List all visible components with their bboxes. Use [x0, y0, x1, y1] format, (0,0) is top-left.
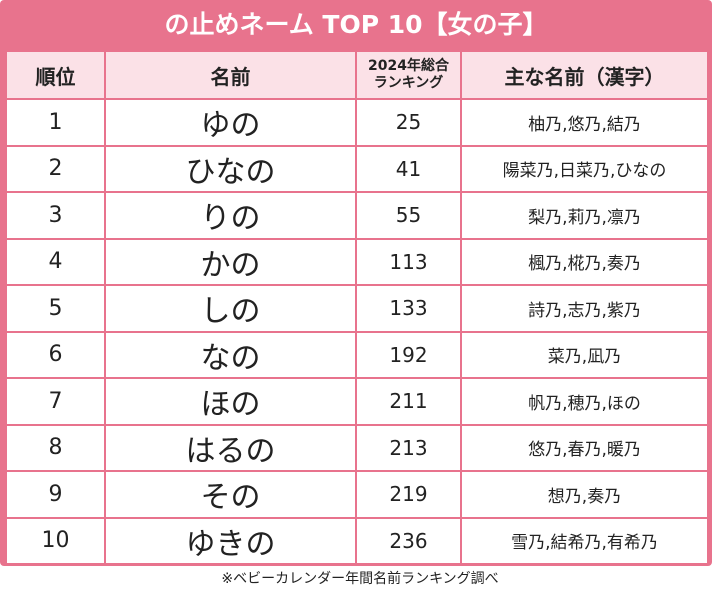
row: 4 かの 113 楓乃,椛乃,奏乃	[5, 237, 709, 286]
kanji-cell: 想乃,奏乃	[460, 470, 709, 519]
row: 6 なの 192 菜乃,凪乃	[5, 330, 709, 379]
rank-cell: 3	[5, 191, 106, 240]
rank-cell: 7	[5, 377, 106, 426]
header-cell: 2024年総合 ランキング	[355, 50, 462, 100]
ranking-table: 順位 名前 2024年総合 ランキング 主な名前（漢字） 1 ゆの 25 柚乃,悠乃,結乃 2…	[5, 50, 709, 565]
rank-cell: 5	[5, 284, 106, 333]
name-cell: ゆきの	[104, 516, 357, 565]
num-cell: 113	[355, 237, 462, 286]
row: 1 ゆの 25 柚乃,悠乃,結乃	[5, 98, 709, 147]
header-cell: 主な名前（漢字）	[460, 50, 709, 100]
kanji-cell: 陽菜乃,日菜乃,ひなの	[460, 144, 709, 193]
num-cell: 41	[355, 144, 462, 193]
name-cell: りの	[104, 191, 357, 240]
rank-cell: 1	[5, 98, 106, 147]
num-cell: 219	[355, 470, 462, 519]
name-cell: ひなの	[104, 144, 357, 193]
row: 5 しの 133 詩乃,志乃,紫乃	[5, 284, 709, 333]
row: 10 ゆきの 236 雪乃,結希乃,有希乃	[5, 516, 709, 565]
footnote: ※ベビーカレンダー年間名前ランキング調べ	[221, 571, 499, 587]
num-cell: 213	[355, 423, 462, 472]
num-cell: 236	[355, 516, 462, 565]
row: 2 ひなの 41 陽菜乃,日菜乃,ひなの	[5, 144, 709, 193]
kanji-cell: 菜乃,凪乃	[460, 330, 709, 379]
kanji-cell: 詩乃,志乃,紫乃	[460, 284, 709, 333]
rank-cell: 2	[5, 144, 106, 193]
rank-cell: 10	[5, 516, 106, 565]
name-cell: なの	[104, 330, 357, 379]
row: 7 ほの 211 帆乃,穂乃,ほの	[5, 377, 709, 426]
header-row: 順位 名前 2024年総合 ランキング 主な名前（漢字）	[5, 50, 709, 100]
rank-cell: 6	[5, 330, 106, 379]
header-cell: 名前	[104, 50, 357, 100]
kanji-cell: 柚乃,悠乃,結乃	[460, 98, 709, 147]
num-cell: 211	[355, 377, 462, 426]
row: 9 その 219 想乃,奏乃	[5, 470, 709, 519]
kanji-cell: 梨乃,莉乃,凛乃	[460, 191, 709, 240]
name-cell: かの	[104, 237, 357, 286]
name-cell: その	[104, 470, 357, 519]
num-cell: 25	[355, 98, 462, 147]
num-cell: 133	[355, 284, 462, 333]
name-cell: ほの	[104, 377, 357, 426]
num-cell: 192	[355, 330, 462, 379]
kanji-cell: 悠乃,春乃,暖乃	[460, 423, 709, 472]
row: 3 りの 55 梨乃,莉乃,凛乃	[5, 191, 709, 240]
title: の止めネーム TOP 10【女の子】	[164, 10, 548, 39]
num-cell: 55	[355, 191, 462, 240]
name-cell: しの	[104, 284, 357, 333]
rank-cell: 9	[5, 470, 106, 519]
header-cell: 順位	[5, 50, 106, 100]
kanji-cell: 雪乃,結希乃,有希乃	[460, 516, 709, 565]
rank-cell: 8	[5, 423, 106, 472]
kanji-cell: 帆乃,穂乃,ほの	[460, 377, 709, 426]
name-cell: ゆの	[104, 98, 357, 147]
kanji-cell: 楓乃,椛乃,奏乃	[460, 237, 709, 286]
rank-cell: 4	[5, 237, 106, 286]
name-cell: はるの	[104, 423, 357, 472]
row: 8 はるの 213 悠乃,春乃,暖乃	[5, 423, 709, 472]
